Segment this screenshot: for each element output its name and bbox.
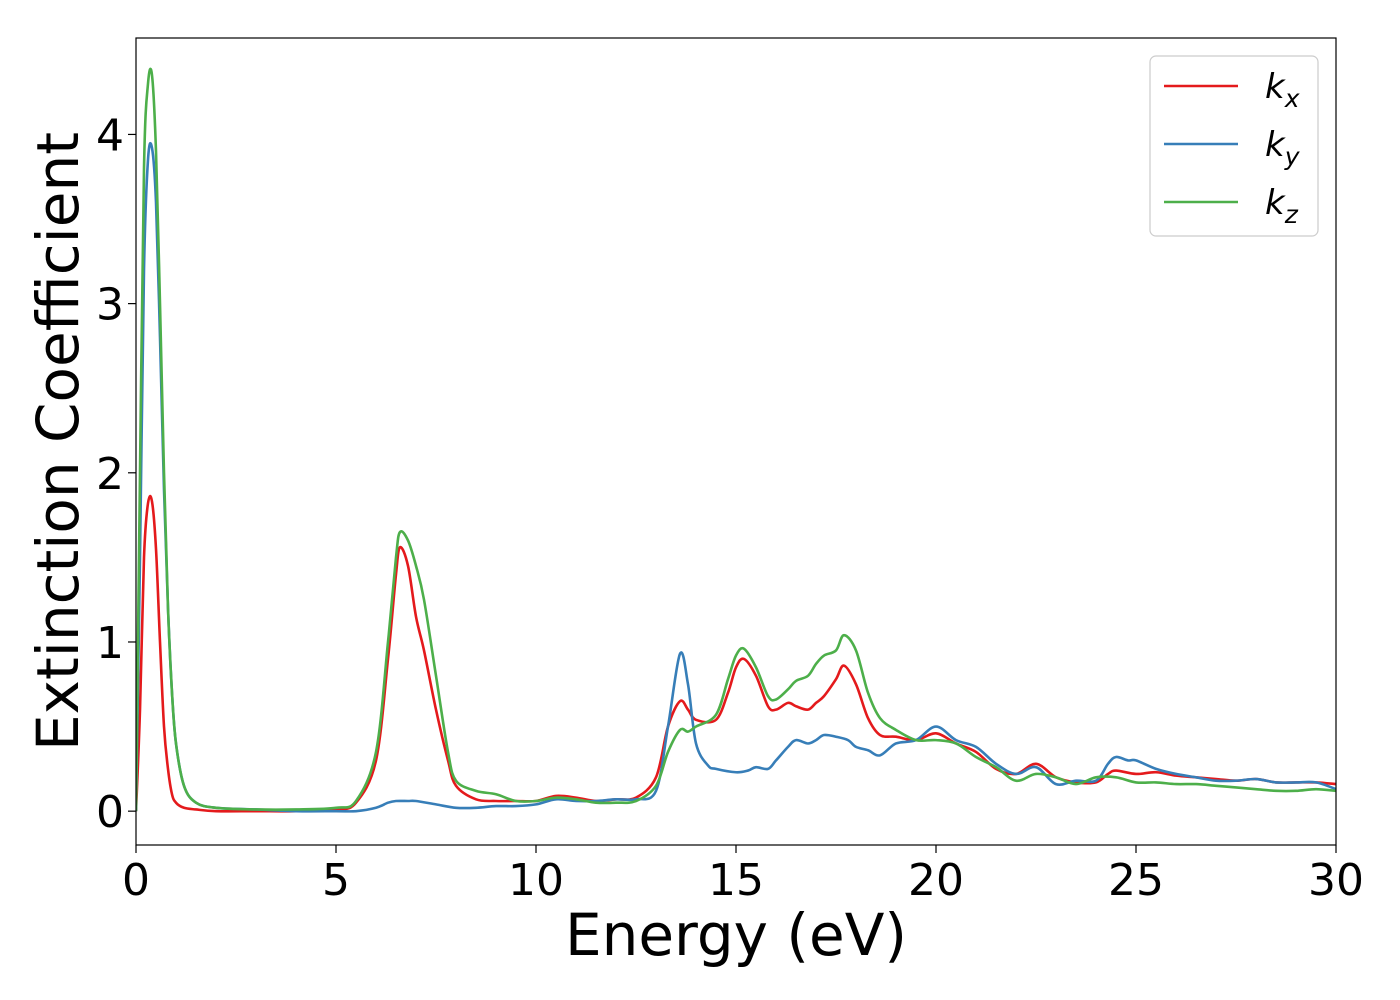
series-line-x	[136, 494, 1336, 813]
x-tick-label: 10	[508, 855, 564, 906]
x-tick-label: 0	[122, 855, 150, 906]
x-axis-title: Energy (eV)	[565, 901, 907, 969]
legend-label-y: ky	[1265, 125, 1301, 171]
y-axis-title: Extinction Coefficient	[24, 132, 92, 751]
legend-box	[1149, 55, 1319, 237]
x-tick-label: 5	[322, 855, 350, 906]
legend-label-z: kz	[1265, 183, 1299, 229]
legend-label-x: kx	[1265, 67, 1300, 113]
series-layer	[136, 67, 1336, 813]
y-tick-label: 0	[96, 787, 124, 838]
y-tick-label: 2	[96, 449, 124, 500]
legend: kx ky kz	[1149, 55, 1319, 237]
x-tick-label: 20	[908, 855, 964, 906]
x-axis: 0 5 10 15 20 25 30	[122, 845, 1364, 906]
x-tick-label: 25	[1108, 855, 1164, 906]
x-tick-label: 15	[708, 855, 764, 906]
y-tick-label: 3	[96, 280, 124, 331]
series-line-y	[136, 141, 1336, 813]
y-axis: 0 1 2 3 4	[96, 110, 136, 838]
y-tick-label: 1	[96, 618, 124, 669]
y-tick-label: 4	[96, 110, 124, 161]
x-tick-label: 30	[1308, 855, 1364, 906]
series-line-z	[136, 67, 1336, 812]
